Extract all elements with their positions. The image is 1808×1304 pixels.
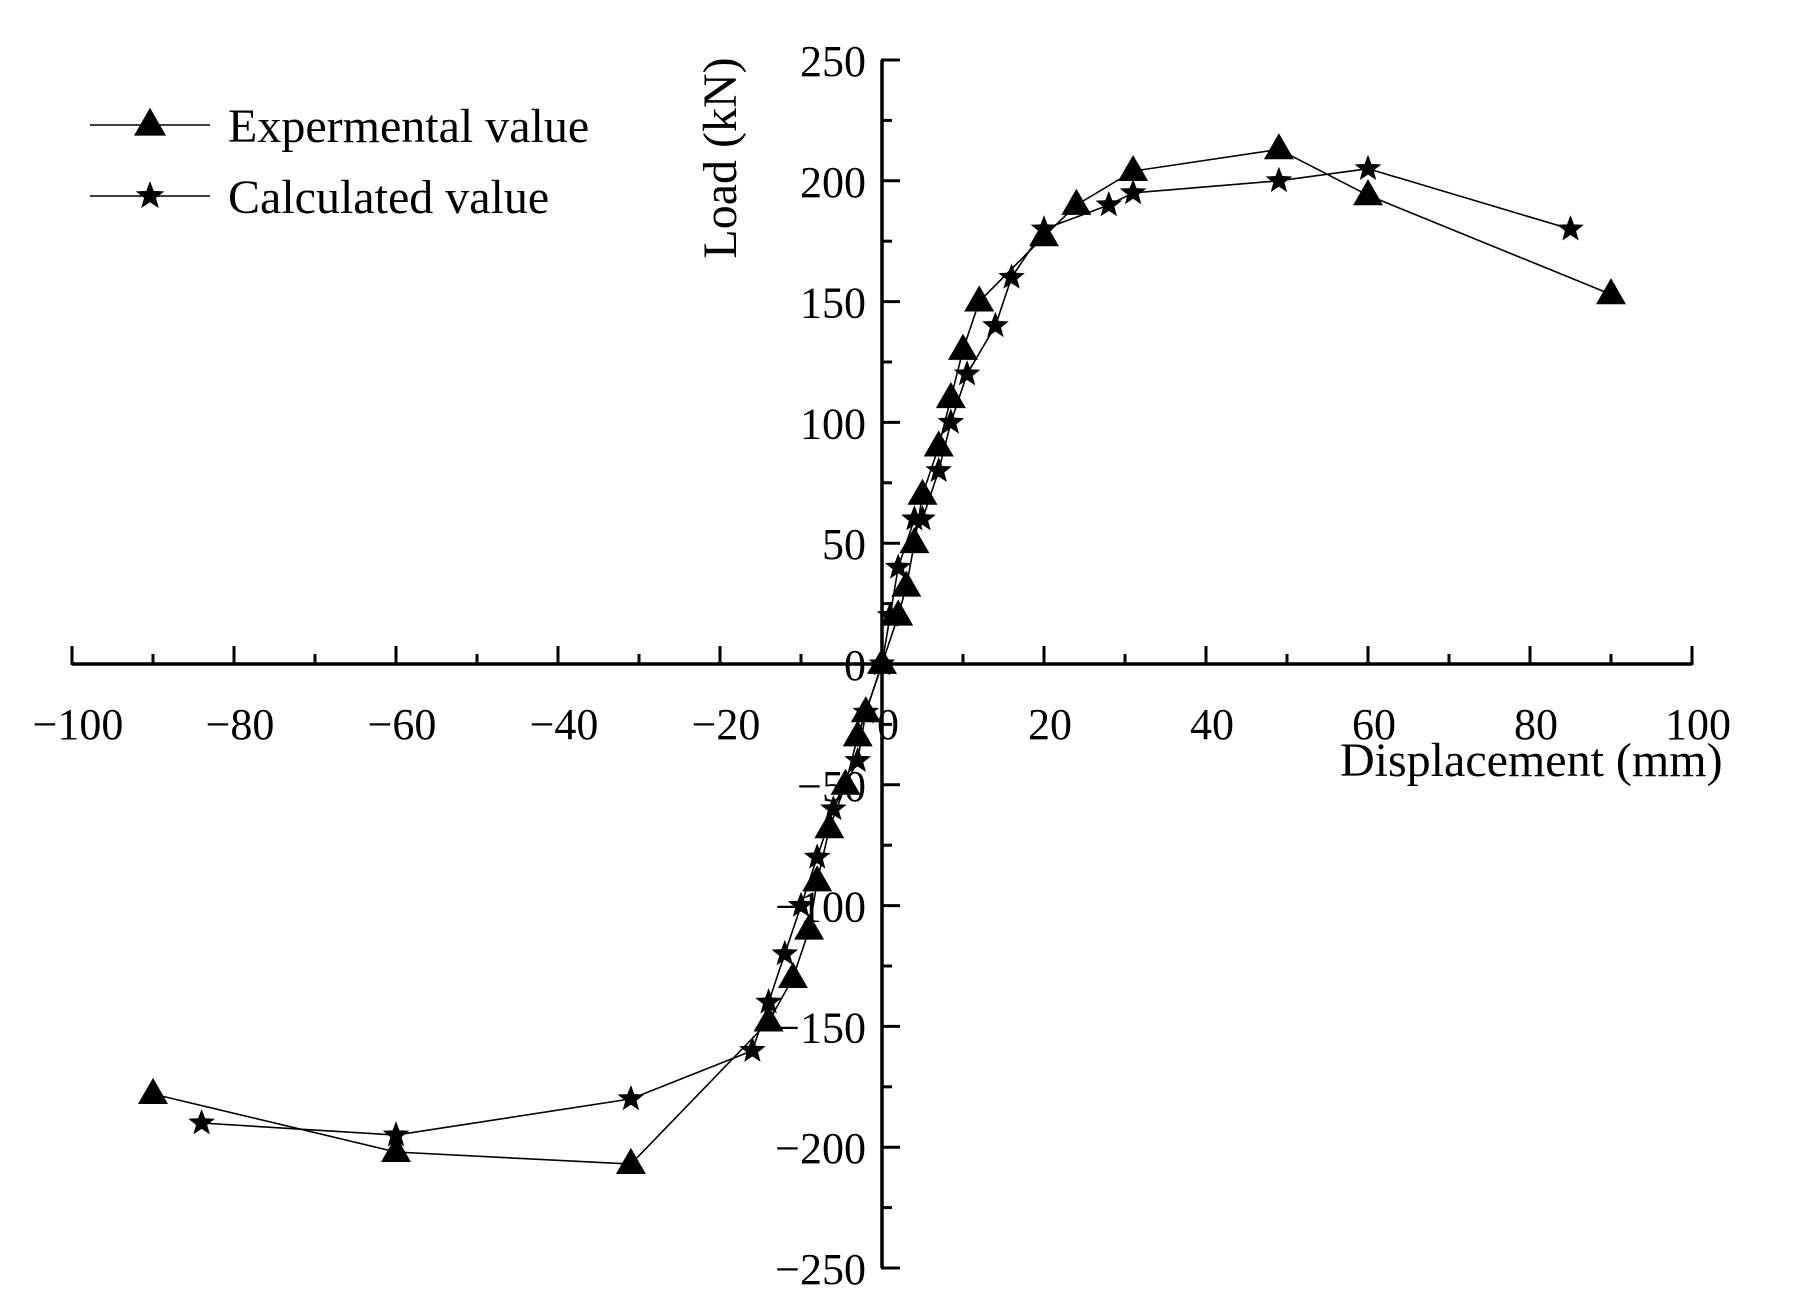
series-calculated [188,154,1584,1147]
x-tick-label: 100 [1665,700,1731,749]
data-point-triangle [777,961,808,988]
data-point-triangle [138,1077,168,1104]
x-tick-label: −40 [530,700,599,749]
data-point-triangle [935,382,966,409]
data-point-triangle [830,768,861,795]
data-point-star [998,263,1025,289]
data-point-triangle [891,570,922,597]
data-point-star [868,650,896,676]
data-point-star [1354,154,1382,181]
data-point-star [953,360,981,386]
data-point-triangle [899,527,930,554]
data-point-star [1119,178,1147,205]
data-point-star [925,456,953,483]
y-tick-label: 50 [822,520,866,569]
data-point-star [982,311,1009,338]
legend: Expermental value Calculated value [90,100,589,224]
data-point-triangle [923,430,954,457]
legend-marker-triangle-icon [134,107,166,136]
data-point-triangle [1596,278,1626,305]
x-tick-label: −100 [33,700,124,749]
y-tick-label: −250 [775,1245,866,1294]
data-point-triangle [1118,154,1149,182]
x-tick-label: −20 [692,700,761,749]
data-point-star [803,843,831,869]
y-tick-label: 200 [800,158,866,207]
data-point-star [937,408,965,434]
x-tick-label: −60 [368,700,437,749]
data-point-triangle [381,1135,411,1162]
data-point-star [787,891,815,917]
x-tick-label: 80 [1514,700,1558,749]
x-tick-label: 40 [1190,700,1234,749]
data-point-triangle [842,720,873,747]
data-point-star [755,988,782,1014]
y-tick-label: 0 [844,641,866,690]
data-point-triangle [1353,179,1383,206]
y-tick-label: 100 [800,399,866,448]
y-tick-label: −150 [775,1003,866,1052]
y-tick-label: 250 [800,37,866,86]
data-point-triangle [814,812,845,839]
legend-marker-star-icon [135,181,165,209]
x-tick-label: −80 [206,700,275,749]
data-point-star [617,1084,645,1111]
data-point-star [909,505,936,531]
legend-label-calculated: Calculated value [228,171,549,224]
data-point-star [188,1109,215,1135]
legend-label-experimental: Expermental value [228,100,589,153]
y-tick-label: 150 [800,279,866,328]
data-point-star [876,601,904,628]
data-point-star [884,553,912,579]
data-point-triangle [615,1147,646,1175]
y-tick-label: −200 [775,1124,866,1173]
data-point-triangle [794,913,825,940]
x-tick-label: 60 [1352,700,1396,749]
data-point-triangle [802,865,833,892]
data-point-triangle [964,285,995,312]
x-tick-label: 20 [1028,700,1072,749]
data-point-star [1095,190,1123,217]
data-point-triangle [1263,133,1294,160]
data-point-star [852,698,880,724]
x-axis-title: Displacement (mm) [1340,734,1723,787]
data-point-triangle [948,333,978,360]
data-point-star [771,939,799,966]
data-point-star [1030,215,1058,241]
y-axis-title: Load (kN) [694,57,747,258]
data-point-star [844,746,872,772]
data-point-star [1557,215,1584,241]
ticks: −100 −80 −60 −40 −20 0 20 40 60 80 100−250−200−150… [33,37,1731,1294]
data-point-star [820,794,847,821]
data-point-star [1265,166,1293,193]
data-point-star [382,1121,410,1147]
data-point-triangle [907,478,938,505]
data-point-star [739,1036,766,1062]
series [138,133,1626,1175]
data-point-triangle [1061,188,1092,215]
